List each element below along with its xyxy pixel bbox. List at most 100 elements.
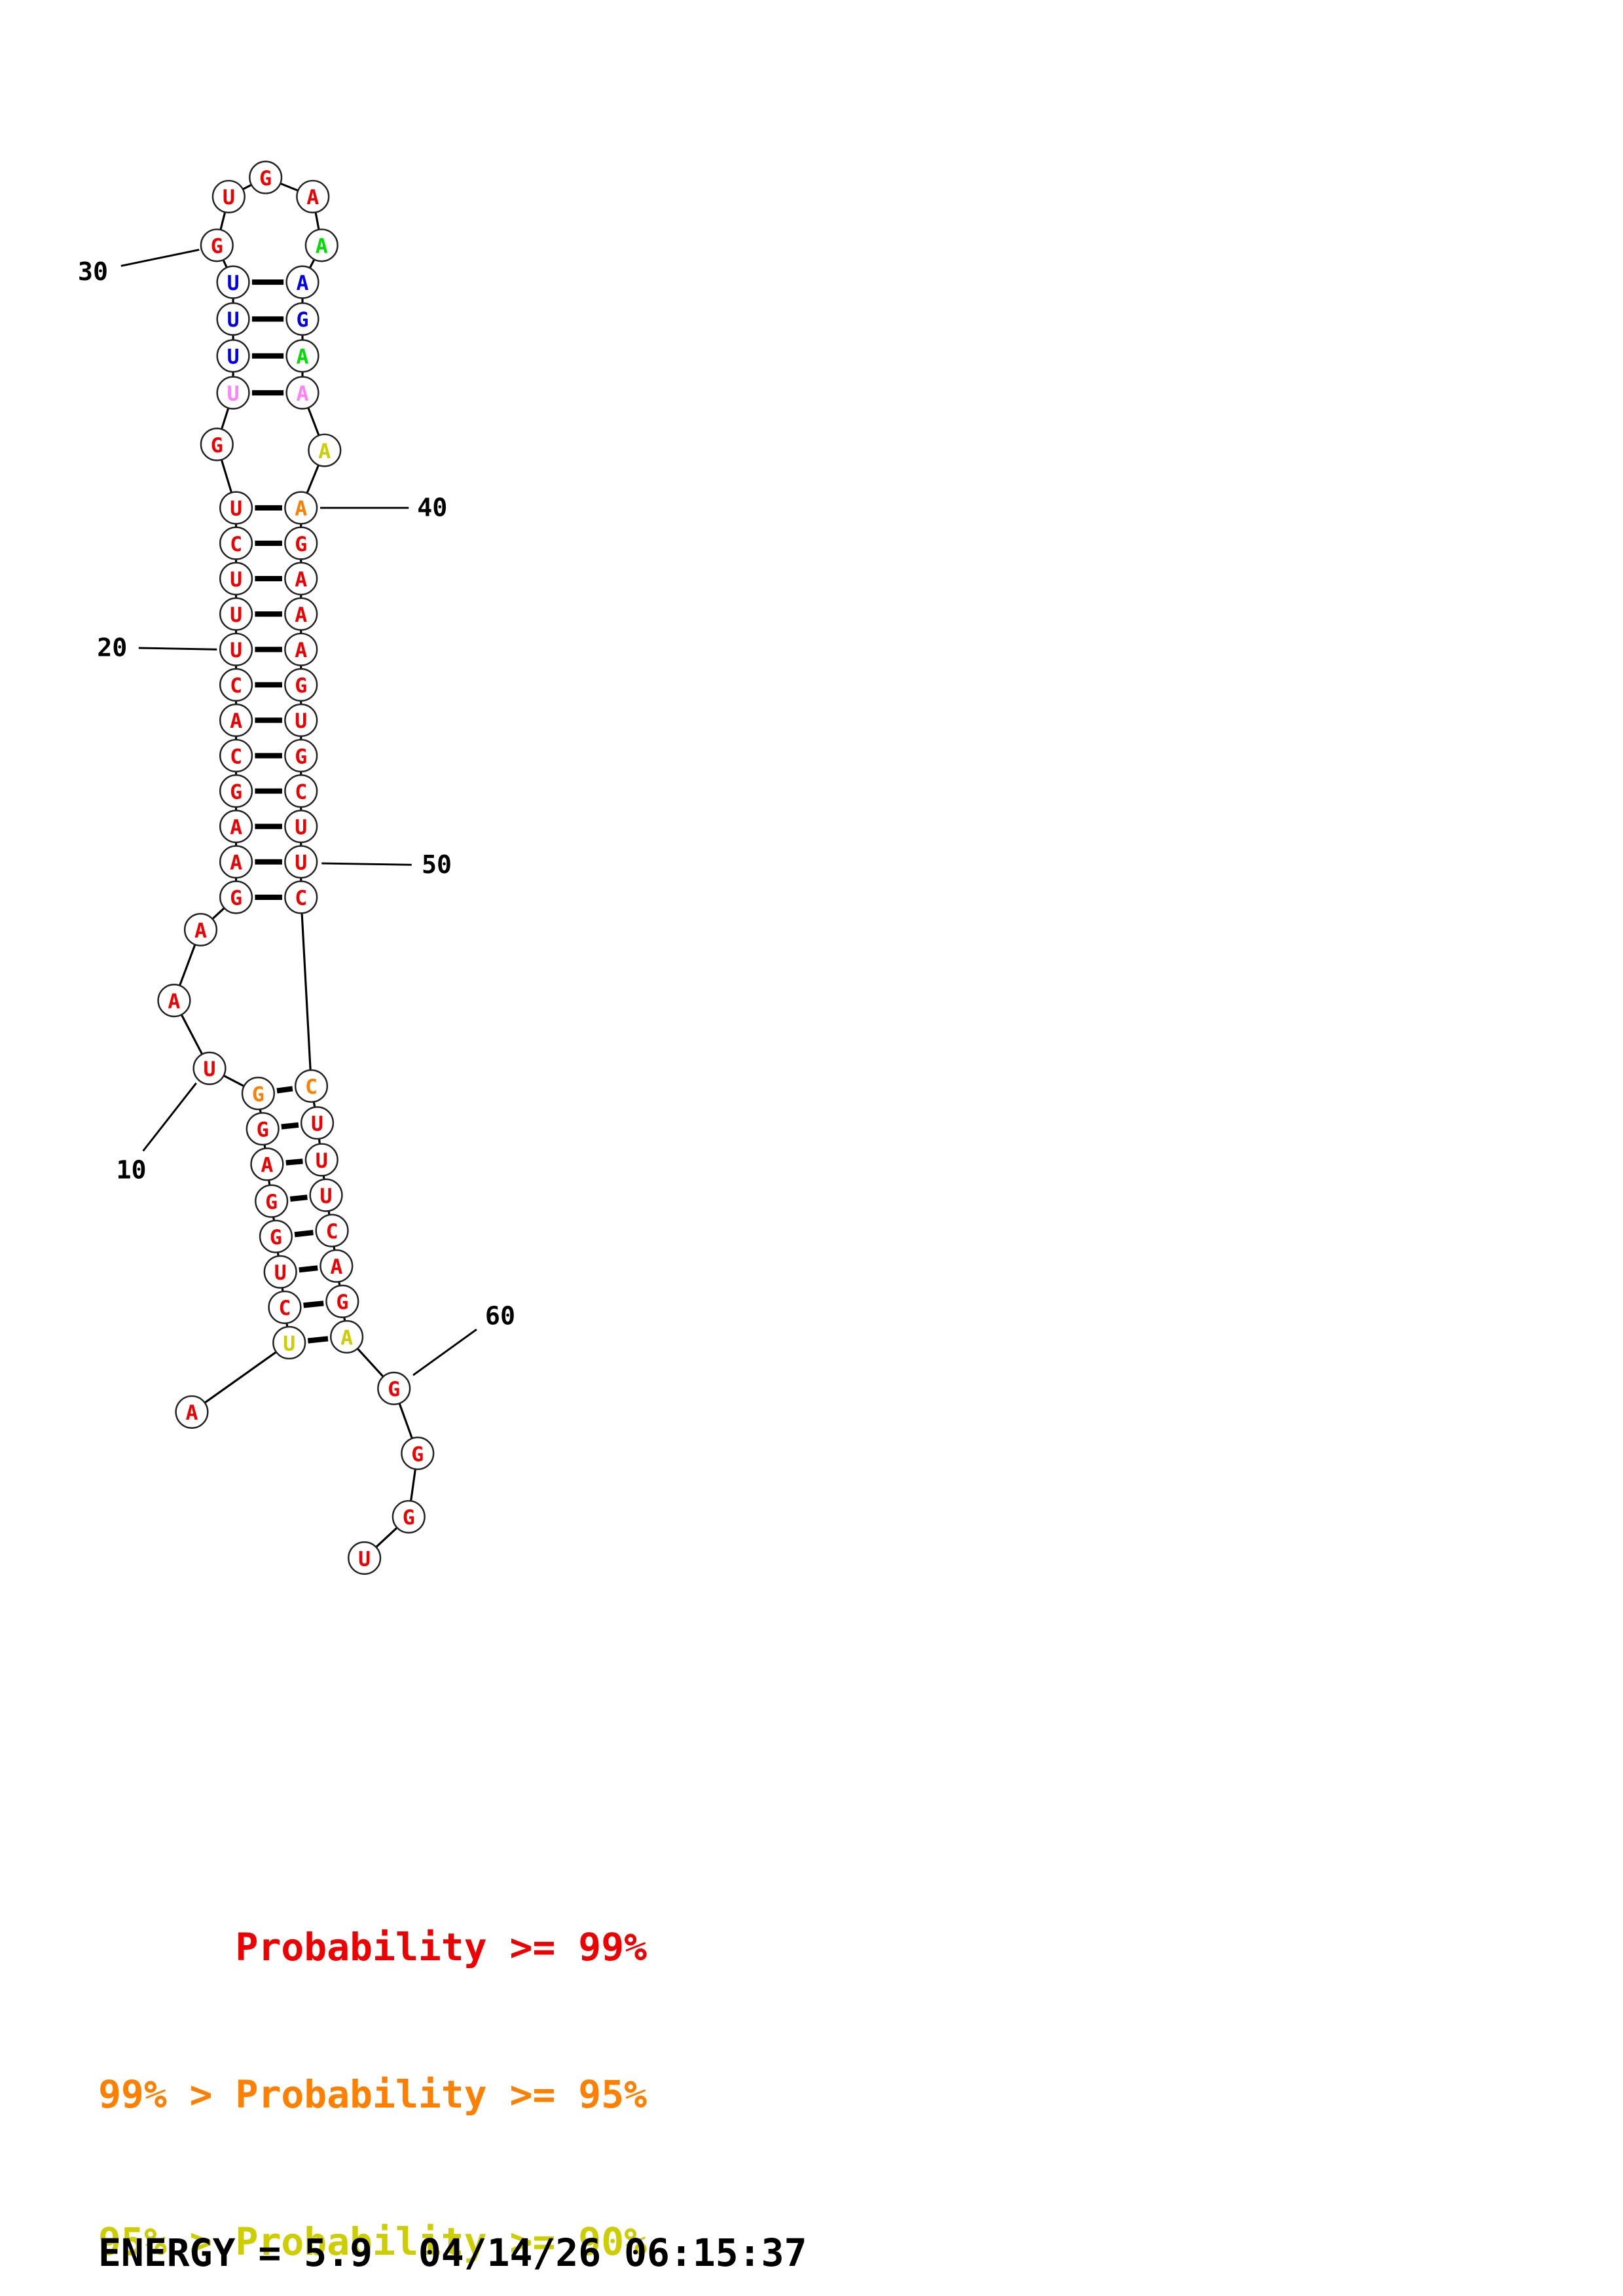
nucleotide-5-G: G <box>259 1219 293 1253</box>
nucleotides: AUCUGGAGGUAAGAAGCACUUUCUGUUUUGUGAAAGAAAA… <box>157 160 435 1575</box>
nucleotide-circle <box>219 880 253 914</box>
nucleotide-circle <box>219 562 253 596</box>
legend-row-90: 95% > Probability >= 90% <box>98 2219 647 2264</box>
nucleotide-1-A: A <box>175 1395 209 1429</box>
nucleotide-circle <box>284 562 318 596</box>
nucleotide-circle <box>219 526 253 560</box>
nucleotide-29-U: U <box>216 265 250 299</box>
backbone-segment <box>223 1074 245 1087</box>
nucleotide-circle <box>284 880 318 914</box>
nucleotide-letter: C <box>305 1075 318 1099</box>
nucleotide-letter: G <box>411 1443 424 1466</box>
nucleotide-circle <box>285 339 319 373</box>
nucleotide-circle <box>219 491 253 525</box>
nucleotide-47-G: G <box>284 738 318 773</box>
backbone-segment <box>410 1469 416 1501</box>
nucleotide-circle <box>284 526 318 560</box>
nucleotide-circle <box>392 1499 426 1534</box>
nucleotide-circle <box>157 984 191 1018</box>
nucleotide-circle <box>175 1395 209 1429</box>
backbone-segment <box>280 182 299 192</box>
nucleotide-circle <box>219 597 253 631</box>
nucleotide-42-A: A <box>284 562 318 596</box>
nucleotide-letter: A <box>194 919 207 942</box>
nucleotide-circle <box>249 160 283 194</box>
nucleotide-letter: U <box>204 1058 216 1081</box>
nucleotide-circle <box>219 703 253 738</box>
backbone-segment <box>220 459 233 493</box>
probability-legend: Probability >= 99% 99% > Probability >= … <box>98 1825 647 2296</box>
nucleotide-letter: G <box>252 1083 264 1106</box>
nucleotide-56-C: C <box>315 1213 349 1247</box>
nucleotide-circle <box>284 845 318 879</box>
nucleotide-circle <box>219 774 253 808</box>
nucleotide-letter: U <box>316 1149 328 1173</box>
nucleotide-6-G: G <box>255 1184 289 1218</box>
nucleotide-58-G: G <box>325 1284 359 1318</box>
nucleotide-circle <box>211 179 246 213</box>
nucleotide-53-U: U <box>300 1106 335 1140</box>
nucleotide-circle <box>241 1077 275 1111</box>
backbone-segment <box>204 1351 277 1404</box>
nucleotide-letter: G <box>259 167 272 190</box>
nucleotide-circle <box>300 1106 335 1140</box>
base-pair-bond <box>307 1336 329 1344</box>
nucleotide-letter: U <box>227 272 240 295</box>
backbone-segment <box>308 259 316 269</box>
backbone-segment <box>220 407 230 430</box>
nucleotide-letter: C <box>230 674 242 698</box>
nucleotide-4-U: U <box>263 1255 297 1289</box>
nucleotide-circle <box>348 1541 382 1575</box>
nucleotide-letter: G <box>295 674 307 698</box>
nucleotide-circle <box>200 427 234 461</box>
nucleotide-letter: U <box>311 1112 323 1136</box>
nucleotide-25-G: G <box>200 427 234 461</box>
nucleotide-circle <box>259 1219 293 1253</box>
nucleotide-15-A: A <box>219 810 253 844</box>
nucleotide-circle <box>200 228 234 262</box>
nucleotide-48-C: C <box>284 774 318 808</box>
nucleotide-33-A: A <box>296 179 330 213</box>
nucleotide-letter: G <box>388 1378 400 1401</box>
nucleotide-7-A: A <box>250 1147 284 1181</box>
nucleotide-circle <box>285 376 319 410</box>
nucleotide-circle <box>401 1436 435 1471</box>
nucleotide-letter: A <box>296 272 308 295</box>
nucleotide-19-C: C <box>219 668 253 702</box>
nucleotide-circle <box>330 1319 364 1354</box>
nucleotide-letter: C <box>230 745 242 768</box>
nucleotide-24-U: U <box>219 491 253 525</box>
nucleotide-letter: G <box>403 1506 415 1530</box>
backbone-segment <box>301 913 312 1071</box>
nucleotide-circle <box>246 1112 280 1146</box>
nucleotide-letter: G <box>296 308 308 332</box>
nucleotide-28-U: U <box>216 302 250 336</box>
nucleotide-52-C: C <box>294 1069 329 1103</box>
nucleotide-circle <box>304 228 338 262</box>
base-pair-bonds <box>251 279 329 1344</box>
nucleotide-41-G: G <box>284 526 318 560</box>
nucleotide-letter: A <box>230 816 242 840</box>
nucleotide-22-U: U <box>219 562 253 596</box>
nucleotide-letter: U <box>295 816 307 840</box>
nucleotide-30-G: G <box>200 228 234 262</box>
nucleotide-letter: U <box>320 1185 333 1208</box>
nucleotide-letter: A <box>295 497 307 521</box>
nucleotide-circle <box>263 1255 297 1289</box>
nucleotide-51-C: C <box>284 880 318 914</box>
nucleotide-21-U: U <box>219 597 253 631</box>
nucleotide-34-A: A <box>304 228 338 262</box>
nucleotide-16-G: G <box>219 774 253 808</box>
backbone-segment <box>375 1526 398 1548</box>
nucleotide-letter: A <box>230 709 242 733</box>
nucleotide-letter: A <box>295 568 307 592</box>
base-pair-bond <box>289 1194 308 1202</box>
nucleotide-43-A: A <box>284 597 318 631</box>
nucleotide-letter: U <box>223 186 235 209</box>
nucleotide-circle <box>219 668 253 702</box>
nucleotide-circle <box>284 774 318 808</box>
nucleotide-circle <box>308 433 342 467</box>
base-pair-bond <box>303 1300 324 1308</box>
nucleotide-circle <box>272 1325 306 1360</box>
nucleotide-3-C: C <box>268 1290 302 1324</box>
